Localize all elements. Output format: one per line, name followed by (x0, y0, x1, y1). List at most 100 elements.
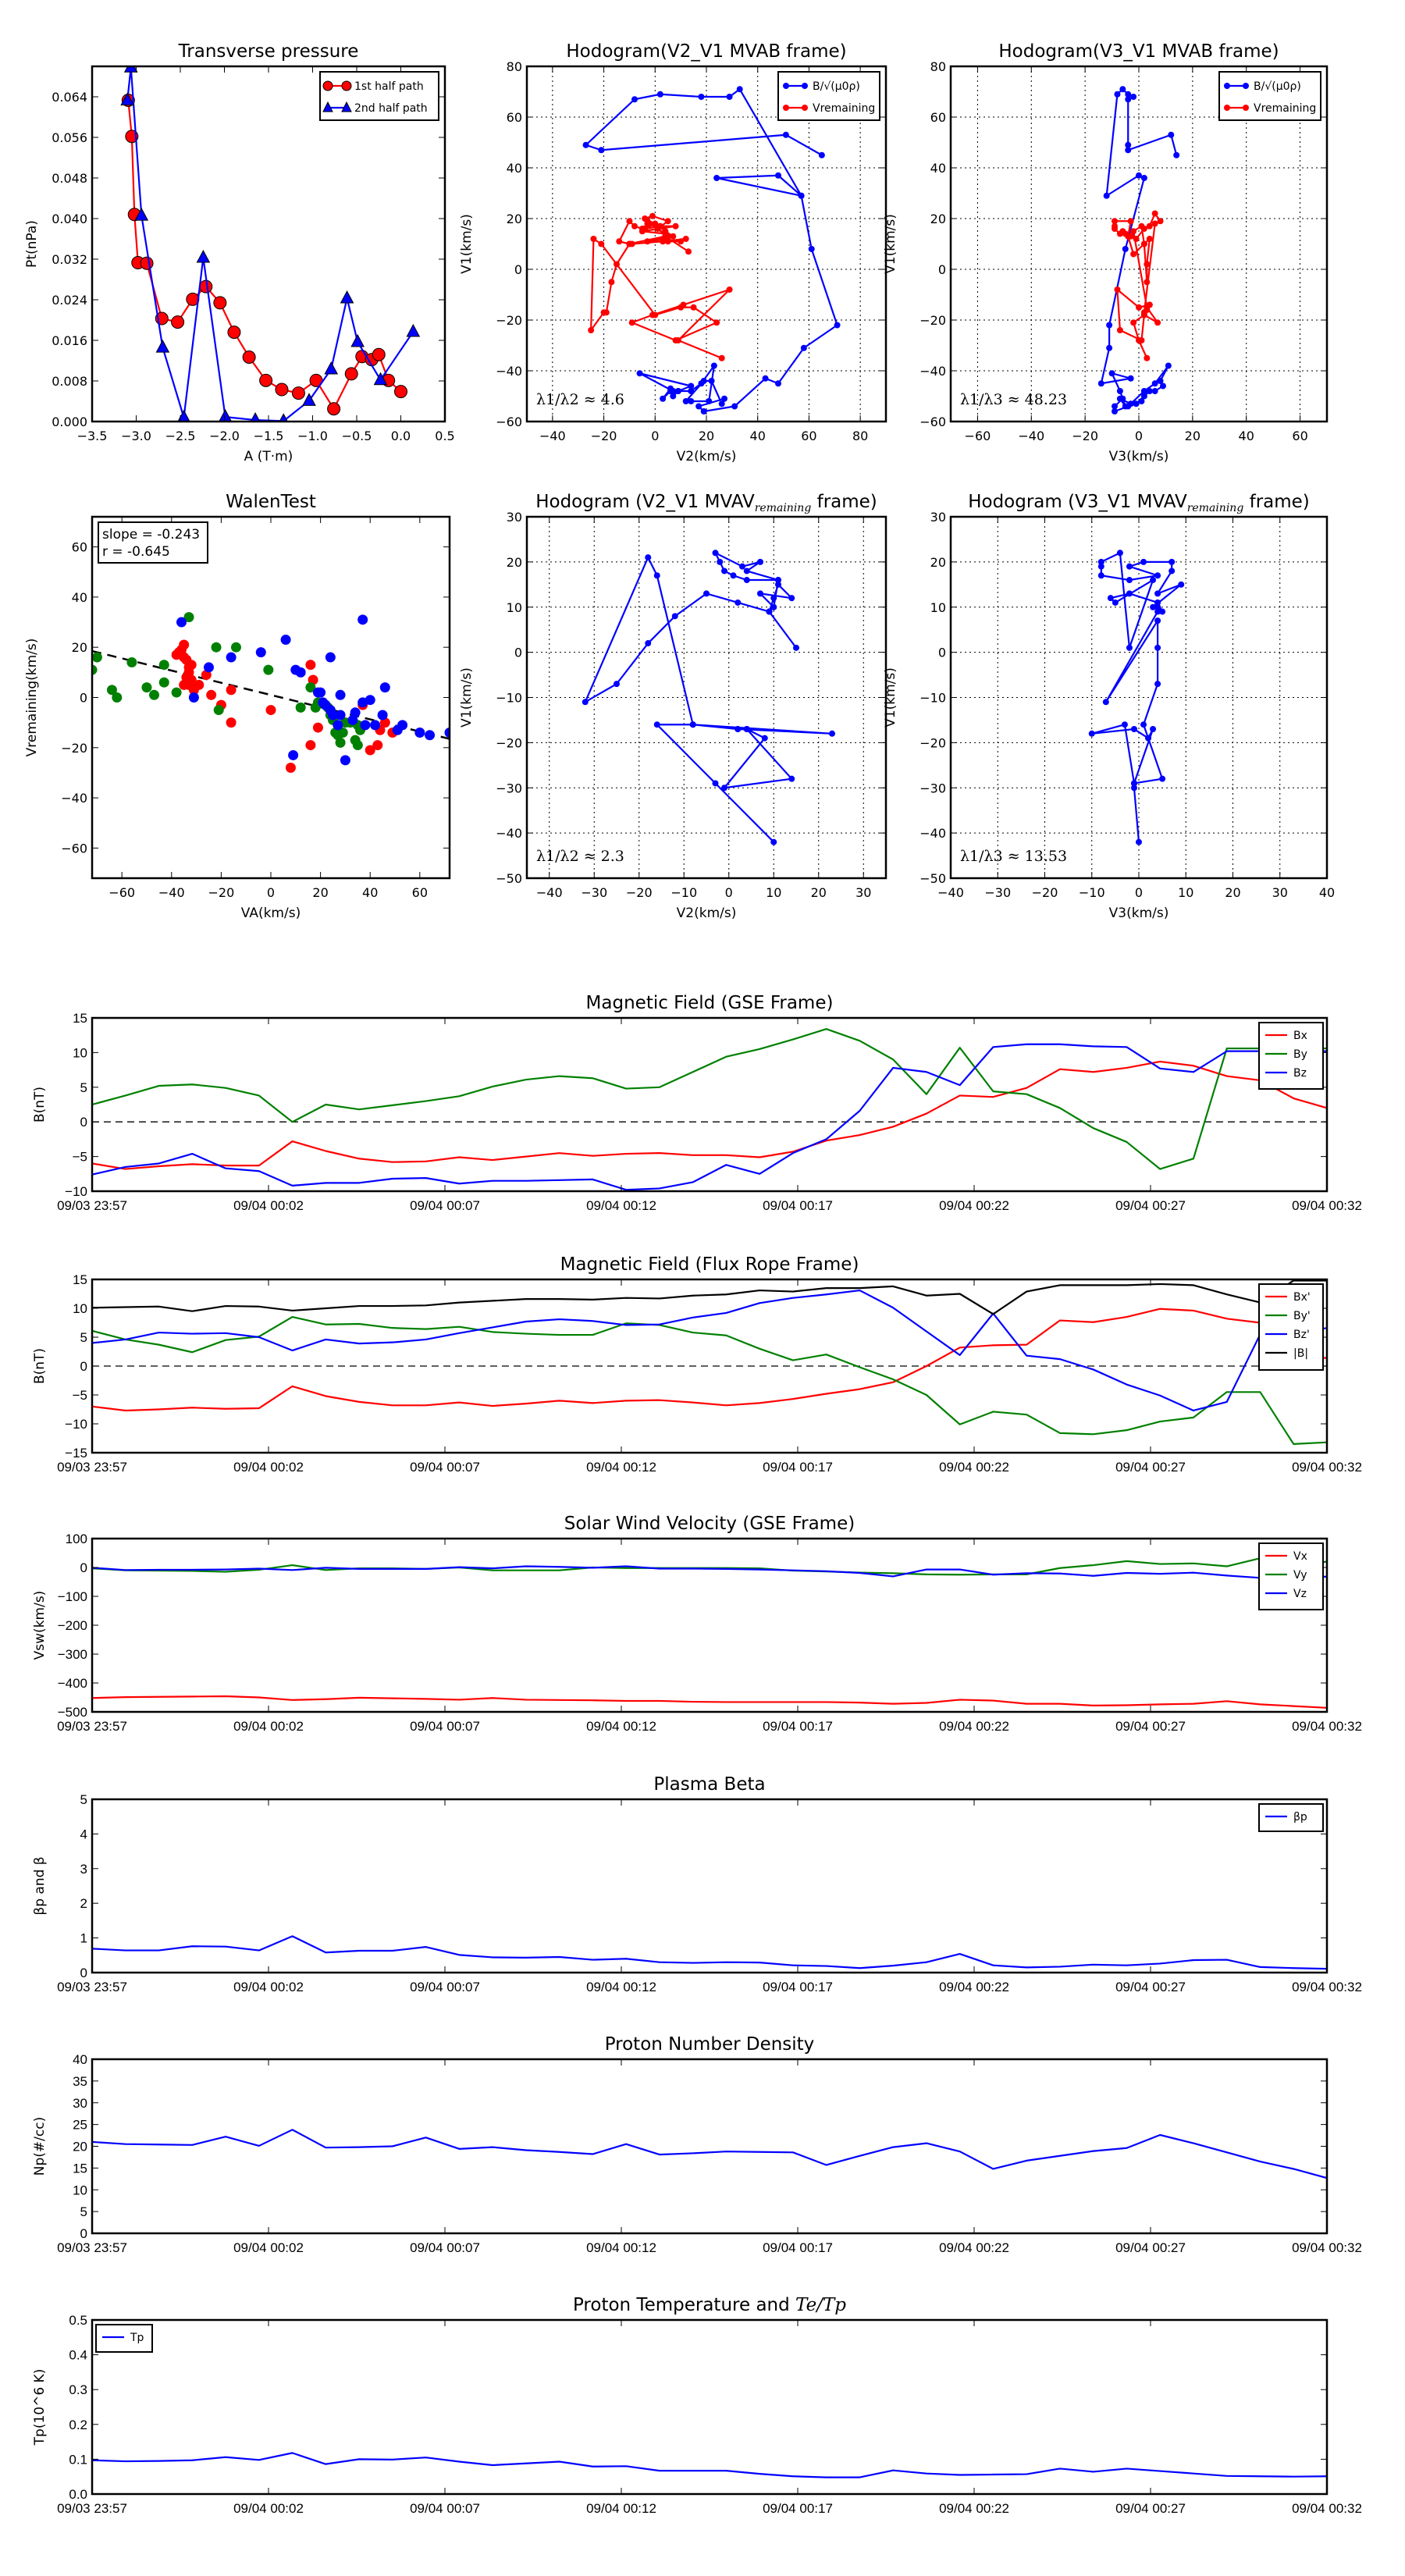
data-point (582, 141, 589, 148)
data-point (762, 375, 769, 382)
legend-label: Bz (1293, 1067, 1307, 1080)
x-tick-label: −40 (536, 885, 563, 900)
data-point (1136, 304, 1142, 311)
series--p (92, 1935, 1327, 1970)
x-tick-label: 09/04 00:32 (1292, 2501, 1362, 2516)
legend-label: Vremaining (813, 102, 875, 115)
data-point (761, 735, 768, 742)
series-line (92, 1557, 1327, 1576)
y-tick-label: −40 (496, 826, 522, 841)
data-point (653, 721, 660, 728)
legend-marker (802, 105, 808, 111)
legend-item: Tp (102, 2332, 144, 2344)
x-tick-label: 60 (801, 429, 816, 443)
x-tick-label: 09/04 00:02 (233, 1460, 304, 1475)
x-tick-label: −2.5 (165, 429, 196, 443)
legend-frame (777, 71, 880, 121)
x-tick-label: 09/04 00:12 (586, 2501, 656, 2516)
x-tick-label: 09/04 00:22 (939, 1980, 1009, 1994)
y-tick-label: −60 (919, 415, 946, 429)
x-axis-label: V2(km/s) (677, 449, 737, 464)
data-point (183, 612, 194, 623)
title-main: Hodogram (V2_V1 MVAV (535, 492, 755, 512)
data-point (614, 681, 620, 688)
hodogram-v3v1-mvab-panel: −60 −40 −20 0 20 40 60 −60 −40 −20 0 20 40 60 80 Hodogr… (883, 41, 1329, 464)
plot-area (92, 1935, 1327, 1970)
x-tick-label: 09/04 00:17 (763, 1460, 833, 1475)
magnetic-field-flux-rope-panel: 09/03 23:57 09/04 00:02 09/04 00:07 09/04 0… (32, 1254, 1362, 1475)
data-point (226, 685, 237, 696)
data-point (360, 720, 371, 731)
data-point (213, 705, 224, 716)
y-tick-label: −60 (496, 415, 522, 429)
data-point (800, 344, 807, 351)
legend-label: Vremaining (1254, 102, 1316, 115)
x-tick-label: 20 (1185, 429, 1200, 443)
series-b-0- (582, 86, 841, 415)
y-tick-label: 15 (73, 1272, 87, 1287)
data-point (372, 347, 386, 361)
legend-marker (322, 101, 333, 112)
data-point (1127, 218, 1134, 225)
legend-item: Bx (1265, 1030, 1307, 1042)
data-point (1151, 380, 1158, 387)
x-tick-label: 09/03 23:57 (57, 2240, 127, 2255)
series-np (92, 2129, 1327, 2179)
series-vy (92, 1557, 1327, 1576)
data-point (1106, 344, 1113, 351)
legend-marker (783, 105, 789, 111)
series-v (1088, 550, 1185, 845)
x-tick-label: 40 (1319, 885, 1335, 900)
y-tick-label: −300 (58, 1647, 87, 1662)
x-tick-label: 09/04 00:02 (233, 1198, 304, 1213)
data-point (770, 595, 777, 602)
y-tick-label: −10 (65, 1184, 87, 1199)
data-point (706, 398, 713, 404)
solar-wind-velocity-panel: 09/03 23:57 09/04 00:02 09/04 00:07 09/04 0… (32, 1514, 1362, 1734)
data-point (92, 652, 102, 663)
data-point (1140, 388, 1147, 394)
data-point (1146, 236, 1153, 242)
x-tick-label: 09/04 00:07 (410, 2240, 480, 2255)
legend-marker (1224, 105, 1230, 111)
data-point (295, 702, 306, 713)
x-tick-label: 09/04 00:27 (1115, 1460, 1186, 1475)
data-point (106, 685, 117, 696)
data-point (340, 755, 350, 766)
stats-line: r = -0.645 (102, 544, 170, 560)
data-point (1157, 218, 1164, 225)
y-tick-label: 25 (73, 2118, 87, 2133)
data-point (628, 319, 635, 326)
data-point (140, 256, 154, 270)
x-tick-label: −20 (626, 885, 653, 900)
plot-area (582, 86, 841, 415)
y-tick-label: 10 (507, 600, 522, 615)
data-point (1144, 279, 1151, 286)
axes-frame (91, 1537, 1329, 1713)
y-tick-label: 0 (80, 1115, 87, 1130)
data-point (263, 664, 274, 675)
y-tick-label: 40 (73, 2052, 87, 2067)
x-tick-label: 09/04 00:27 (1115, 2240, 1186, 2255)
data-point (1112, 599, 1119, 606)
legend-marker (341, 80, 352, 91)
data-point (149, 689, 160, 700)
data-point (757, 558, 763, 565)
data-point (344, 367, 358, 381)
y-tick-label: 0 (80, 1560, 87, 1575)
proton-temperature-panel: 09/03 23:57 09/04 00:02 09/04 00:07 09/04 0… (32, 2295, 1362, 2516)
y-tick-label: 20 (73, 2140, 87, 2154)
data-point (788, 595, 795, 602)
x-tick-label: 0 (725, 885, 733, 900)
data-point (1127, 375, 1134, 382)
series-line (92, 1028, 1327, 1170)
data-point (305, 682, 316, 693)
data-point (649, 311, 656, 318)
y-axis-label: B(nT) (32, 1348, 48, 1384)
data-point (186, 660, 197, 671)
data-point (1119, 86, 1126, 93)
data-point (179, 679, 190, 690)
data-point (295, 667, 306, 678)
y-tick-label: 30 (73, 2096, 87, 2111)
y-tick-label: −15 (65, 1446, 87, 1461)
